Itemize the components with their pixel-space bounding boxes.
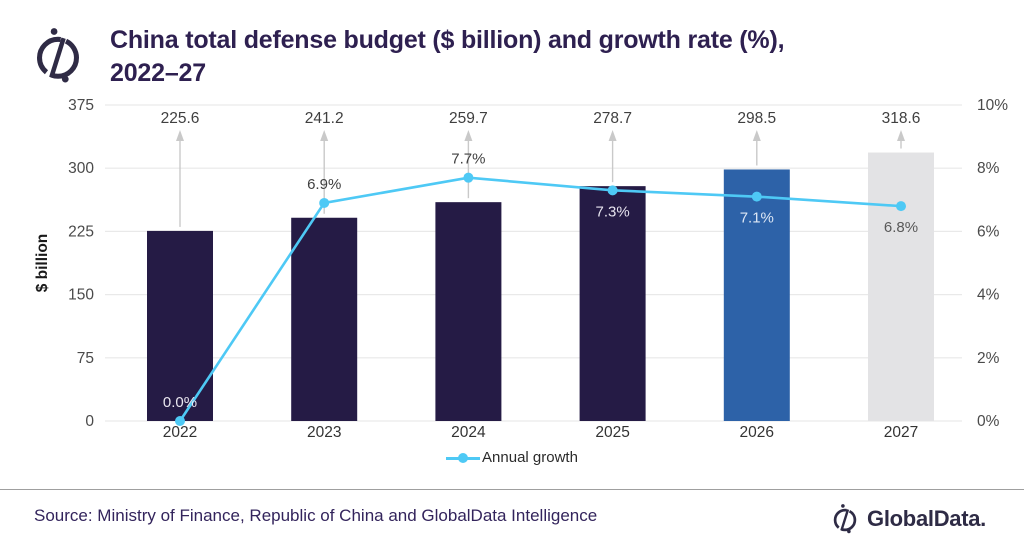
growth-point: [463, 172, 474, 183]
growth-point: [896, 201, 906, 212]
right-axis-tick: 0%: [977, 413, 1000, 430]
compass-circle: [37, 36, 79, 79]
right-axis-tick: 8%: [977, 160, 1000, 177]
page-title-line1: China total defense budget ($ billion) a…: [110, 26, 785, 54]
left-axis-tick: 375: [68, 97, 94, 114]
growth-point: [319, 197, 330, 208]
x-axis-label: 2024: [451, 424, 486, 441]
bar-2027: [868, 152, 934, 421]
left-axis-tick: 75: [77, 350, 94, 367]
growth-point-label: 6.8%: [884, 219, 918, 236]
compass-needle: [49, 37, 66, 79]
bar-value-label: 278.7: [593, 110, 632, 127]
growth-line: [178, 176, 902, 422]
x-axis-label: 2026: [740, 424, 774, 441]
right-axis-tick: 2%: [977, 350, 1000, 367]
source-text: Source: Ministry of Finance, Republic of…: [34, 506, 598, 525]
left-axis-tick: 225: [68, 223, 94, 240]
globaldata-icon: [37, 28, 79, 83]
growth-point-label: 0.0%: [163, 394, 197, 411]
x-axis-label: 2022: [163, 424, 197, 441]
leader-arrowhead: [320, 130, 329, 141]
bar-2024: [435, 202, 502, 421]
legend: Annual growth: [0, 449, 1024, 466]
bar-value-label: 298.5: [737, 110, 776, 127]
right-axis-tick: 10%: [977, 97, 1008, 114]
bar-value-label: 225.6: [161, 110, 200, 127]
bar-value-label: 259.7: [449, 110, 488, 127]
compass-dot-top: [50, 28, 58, 35]
growth-point-label: 7.1%: [740, 210, 774, 227]
x-axis-label: 2023: [307, 424, 341, 441]
bar-value-label: 318.6: [882, 110, 921, 127]
leader-arrowhead: [897, 130, 905, 141]
bar-value-label: 241.2: [305, 110, 344, 127]
brand-name: GlobalData.: [867, 505, 986, 531]
line-marker-icon: [446, 452, 481, 464]
globaldata-logo: GlobalData.: [830, 502, 986, 535]
left-axis-tick: 0: [85, 413, 94, 430]
page-title-line2: 2022–27: [110, 59, 206, 87]
growth-point: [175, 416, 185, 426]
leader-arrowhead: [464, 130, 473, 141]
legend-item-annual-growth: Annual growth: [446, 449, 578, 466]
bar-2022: [147, 230, 213, 421]
growth-point: [751, 191, 762, 202]
x-axis-label: 2025: [595, 424, 629, 441]
globaldata-icon: [833, 504, 857, 534]
leader-arrowhead: [176, 130, 184, 141]
compass-dot-bottom: [61, 75, 69, 83]
bar-2026: [723, 169, 790, 421]
right-axis-tick: 4%: [977, 287, 1000, 304]
growth-point-label: 7.7%: [451, 151, 485, 168]
growth-point: [607, 185, 618, 196]
legend-label: Annual growth: [482, 449, 578, 466]
right-axis-tick: 6%: [977, 223, 1000, 240]
left-axis-tick: 150: [68, 287, 94, 304]
bar-2023: [291, 217, 358, 421]
defense-budget-chart: 0 0% 75 2% 150 4% 225 6% 300 8% 375 10% $ billion 225…: [34, 97, 1008, 441]
left-axis-title: $ billion: [34, 234, 51, 293]
footer-divider: [0, 489, 1024, 490]
growth-point-label: 7.3%: [595, 203, 629, 220]
leader-arrowhead: [752, 130, 761, 141]
bar-2025: [579, 186, 646, 421]
leader-arrowhead: [608, 130, 617, 141]
x-axis-label: 2027: [884, 424, 918, 441]
page-title: China total defense budget ($ billion) a…: [110, 24, 970, 90]
growth-point-label: 6.9%: [307, 176, 341, 193]
left-axis-tick: 300: [68, 160, 94, 177]
